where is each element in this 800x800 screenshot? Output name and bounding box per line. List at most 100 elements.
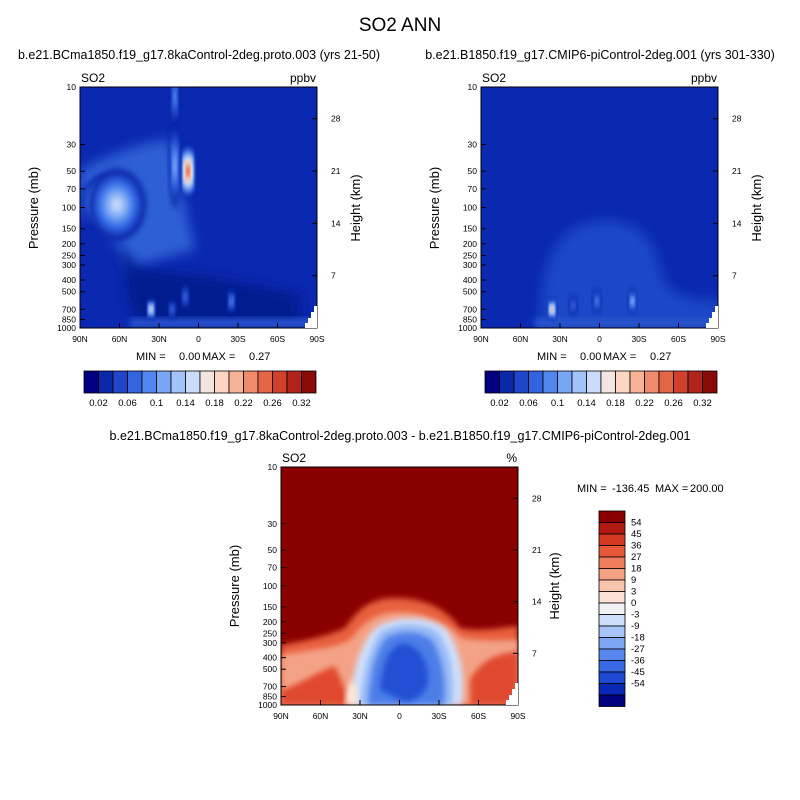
colorbar-swatch bbox=[598, 637, 626, 650]
figure-title: SO2 ANN bbox=[359, 15, 441, 36]
panel-3-min-value: -136.45 bbox=[612, 483, 649, 495]
panel-2-min-label: MIN = bbox=[537, 351, 567, 363]
colorbar-swatch bbox=[571, 370, 587, 394]
colorbar-label: 0.26 bbox=[664, 398, 683, 409]
missing-data-mask bbox=[706, 306, 718, 328]
colorbar-label: 0.02 bbox=[89, 398, 108, 409]
pressure-tick-label: 1000 bbox=[57, 323, 76, 333]
colorbar-swatch bbox=[286, 370, 302, 394]
panel-1-min-value: 0.00 bbox=[179, 351, 200, 363]
latitude-tick-label: 90S bbox=[309, 334, 324, 344]
panel-2-ylabel: Pressure (mb) bbox=[427, 167, 442, 249]
panel-2-right-label: Height (km) bbox=[749, 174, 764, 241]
panel-1-ylabel: Pressure (mb) bbox=[26, 167, 41, 249]
pressure-tick-label: 10 bbox=[468, 82, 478, 92]
colorbar-label: 0.26 bbox=[263, 398, 282, 409]
pressure-tick-label: 200 bbox=[263, 617, 277, 627]
height-tick-label: 28 bbox=[532, 493, 542, 503]
latitude-tick-label: 90S bbox=[710, 334, 725, 344]
panel-2-min-value: 0.00 bbox=[580, 351, 601, 363]
colorbar-swatch bbox=[98, 370, 114, 394]
pressure-tick-label: 850 bbox=[463, 314, 477, 324]
colorbar-label: 0.14 bbox=[176, 398, 195, 409]
colorbar-swatch bbox=[598, 602, 626, 615]
colorbar-swatch bbox=[542, 370, 558, 394]
latitude-tick-label: 30S bbox=[230, 334, 245, 344]
latitude-tick-label: 90N bbox=[72, 334, 88, 344]
latitude-tick-label: 90N bbox=[473, 334, 489, 344]
colorbar-swatch bbox=[598, 510, 626, 523]
colorbar-swatch bbox=[598, 568, 626, 581]
colorbar-swatch bbox=[598, 591, 626, 604]
colorbar-label: 0.18 bbox=[606, 398, 625, 409]
panel-2-max-label: MAX = bbox=[603, 351, 636, 363]
panel-3-units: % bbox=[506, 451, 517, 465]
colorbar-label: 0.22 bbox=[635, 398, 654, 409]
colorbar-swatch bbox=[687, 370, 703, 394]
panel-3-max-value: 200.00 bbox=[690, 483, 724, 495]
colorbar-swatch bbox=[499, 370, 515, 394]
field-feature-2-level-14 bbox=[187, 169, 189, 174]
pressure-tick-label: 100 bbox=[62, 203, 76, 213]
colorbar-swatch bbox=[598, 545, 626, 558]
height-tick-label: 14 bbox=[732, 218, 742, 228]
panel-2-title: b.e21.B1850.f19_g17.CMIP6-piControl-2deg… bbox=[425, 48, 775, 62]
pressure-tick-label: 150 bbox=[263, 602, 277, 612]
colorbar-swatch bbox=[127, 370, 143, 394]
pressure-tick-label: 250 bbox=[463, 250, 477, 260]
colorbar-swatch bbox=[257, 370, 273, 394]
colorbar-swatch bbox=[199, 370, 215, 394]
panel-1-variable: SO2 bbox=[81, 71, 105, 85]
colorbar-label: 27 bbox=[631, 552, 642, 563]
panel-3-field bbox=[281, 598, 518, 705]
colorbar-label: 3 bbox=[631, 587, 636, 598]
panel-3-ylabel: Pressure (mb) bbox=[227, 545, 242, 627]
panel-2-features bbox=[548, 289, 637, 319]
colorbar-swatch bbox=[83, 370, 99, 394]
field-feature-1-level-7 bbox=[112, 199, 122, 210]
pressure-tick-label: 300 bbox=[62, 260, 76, 270]
panel-1-features bbox=[82, 87, 236, 319]
colorbar-swatch bbox=[141, 370, 157, 394]
colorbar-label: 0.02 bbox=[490, 398, 509, 409]
panel-2-units: ppbv bbox=[691, 71, 717, 85]
field-feature-2-level-5 bbox=[596, 298, 598, 304]
latitude-tick-label: 0 bbox=[597, 334, 602, 344]
panel-2-field bbox=[535, 220, 718, 328]
colorbar-swatch bbox=[156, 370, 172, 394]
colorbar-label: 9 bbox=[631, 575, 636, 586]
colorbar-label: -27 bbox=[631, 644, 645, 655]
missing-data-mask bbox=[506, 683, 518, 705]
colorbar-swatch bbox=[598, 579, 626, 592]
colorbar-swatch bbox=[598, 614, 626, 627]
colorbar-swatch bbox=[598, 648, 626, 661]
colorbar-label: -45 bbox=[631, 667, 645, 678]
panel-3-right-label: Height (km) bbox=[547, 552, 562, 619]
pressure-tick-label: 250 bbox=[263, 628, 277, 638]
colorbar-swatch bbox=[214, 370, 230, 394]
pressure-tick-label: 30 bbox=[268, 519, 278, 529]
field-feature-5-level-10 bbox=[150, 308, 152, 311]
panel-3: b.e21.BCma1850.f19_g17.8kaControl-2deg.p… bbox=[110, 429, 724, 721]
panel-3-axes: 1030507010015020025030040050070085010002… bbox=[258, 462, 542, 721]
pressure-tick-label: 700 bbox=[263, 682, 277, 692]
pressure-tick-label: 50 bbox=[468, 166, 478, 176]
colorbar-swatch bbox=[228, 370, 244, 394]
pressure-tick-label: 300 bbox=[263, 638, 277, 648]
colorbar-swatch bbox=[185, 370, 201, 394]
pressure-tick-label: 200 bbox=[463, 239, 477, 249]
colorbar-swatch bbox=[586, 370, 602, 394]
panel-1-max-label: MAX = bbox=[202, 351, 235, 363]
colorbar-label: 0.14 bbox=[577, 398, 596, 409]
height-tick-label: 21 bbox=[532, 545, 542, 555]
colorbar-label: 0 bbox=[631, 598, 636, 609]
colorbar-label: 0.06 bbox=[118, 398, 137, 409]
pressure-tick-label: 1000 bbox=[258, 700, 277, 710]
colorbar-swatch bbox=[598, 625, 626, 638]
colorbar-swatch bbox=[615, 370, 631, 394]
colorbar-label: 0.32 bbox=[693, 398, 712, 409]
pressure-tick-label: 500 bbox=[62, 287, 76, 297]
latitude-tick-label: 90N bbox=[273, 711, 289, 721]
